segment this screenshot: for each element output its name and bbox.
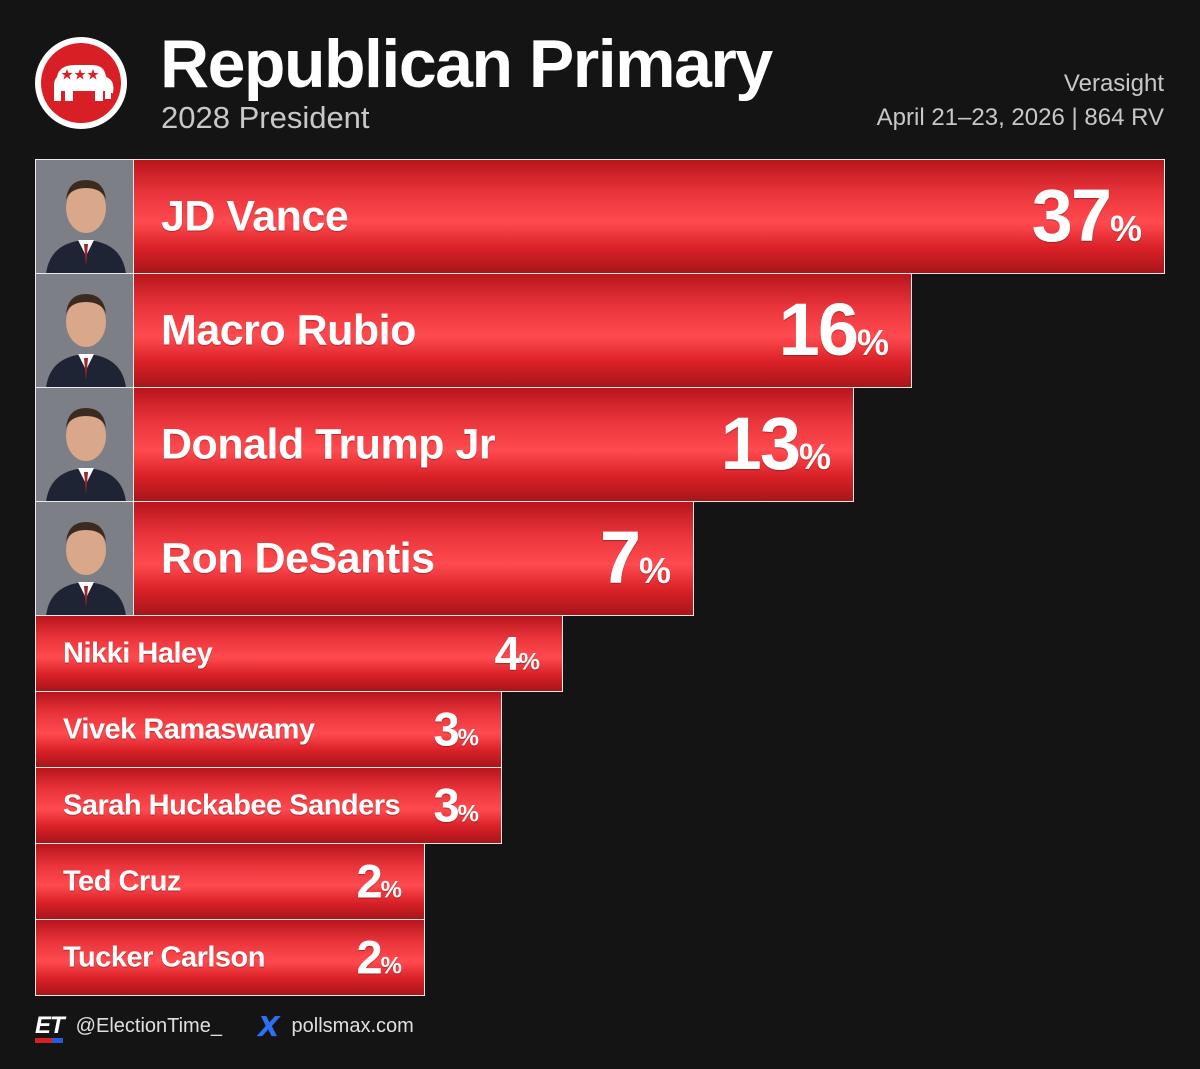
page-title: Republican Primary bbox=[160, 26, 773, 102]
candidate-photo bbox=[36, 160, 134, 273]
person-icon bbox=[36, 502, 133, 615]
percent-sign: % bbox=[1109, 207, 1142, 249]
bar-fill: JD Vance 37% bbox=[134, 160, 1164, 273]
bar-label: Nikki Haley bbox=[63, 637, 213, 669]
bar-ted-cruz: Ted Cruz 2% bbox=[35, 843, 425, 920]
person-icon bbox=[36, 388, 133, 501]
bar-fill: Vivek Ramaswamy 3% bbox=[36, 692, 501, 767]
bar-label: JD Vance bbox=[161, 192, 349, 240]
bar-fill: Donald Trump Jr 13% bbox=[134, 388, 853, 501]
percent-sign: % bbox=[638, 549, 671, 591]
bar-label: Macro Rubio bbox=[161, 306, 416, 354]
poll-dates: April 21–23, 2026 | 864 RV bbox=[876, 104, 1164, 131]
bar-ron-desantis: Ron DeSantis 7% bbox=[35, 501, 694, 616]
et-logo-icon: ET bbox=[35, 1012, 65, 1043]
bar-value: 3% bbox=[433, 701, 479, 755]
bar-sarah-huckabee-sanders: Sarah Huckabee Sanders 3% bbox=[35, 767, 502, 844]
handle-text: @ElectionTime_ bbox=[75, 1014, 222, 1037]
percent-sign: % bbox=[518, 647, 540, 675]
bar-value: 2% bbox=[356, 929, 402, 983]
bar-donald-trump-jr: Donald Trump Jr 13% bbox=[35, 387, 854, 502]
percent-sign: % bbox=[457, 723, 479, 751]
bar-vivek-ramaswamy: Vivek Ramaswamy 3% bbox=[35, 691, 502, 768]
bar-value: 7% bbox=[599, 515, 671, 599]
elephant-icon bbox=[54, 65, 114, 101]
percent-sign: % bbox=[457, 799, 479, 827]
footer: ET @ElectionTime_ X pollsmax.com bbox=[35, 1010, 450, 1043]
percent-sign: % bbox=[380, 875, 402, 903]
bar-value: 2% bbox=[356, 853, 402, 907]
bar-value: 37% bbox=[1031, 173, 1142, 257]
poll-source: Verasight bbox=[1063, 70, 1164, 97]
bar-value: 3% bbox=[433, 777, 479, 831]
bar-fill: Sarah Huckabee Sanders 3% bbox=[36, 768, 501, 843]
bar-label: Ted Cruz bbox=[63, 865, 181, 897]
candidate-photo bbox=[36, 388, 134, 501]
person-icon bbox=[36, 274, 133, 387]
bar-value: 4% bbox=[494, 625, 540, 679]
bar-label: Donald Trump Jr bbox=[161, 420, 496, 468]
bar-jd-vance: JD Vance 37% bbox=[35, 159, 1165, 274]
bar-fill: Nikki Haley 4% bbox=[36, 616, 562, 691]
bar-tucker-carlson: Tucker Carlson 2% bbox=[35, 919, 425, 996]
page-subtitle: 2028 President bbox=[161, 100, 370, 135]
bar-macro-rubio: Macro Rubio 16% bbox=[35, 273, 912, 388]
x-logo-icon: X bbox=[257, 1009, 280, 1043]
candidate-photo bbox=[36, 274, 134, 387]
bar-fill: Tucker Carlson 2% bbox=[36, 920, 424, 995]
bar-label: Vivek Ramaswamy bbox=[63, 713, 315, 745]
bar-value: 16% bbox=[778, 287, 889, 371]
person-icon bbox=[36, 160, 133, 273]
bar-value: 13% bbox=[720, 401, 831, 485]
bar-label: Sarah Huckabee Sanders bbox=[63, 789, 401, 821]
bar-nikki-haley: Nikki Haley 4% bbox=[35, 615, 563, 692]
bar-fill: Ted Cruz 2% bbox=[36, 844, 424, 919]
candidate-photo bbox=[36, 502, 134, 615]
percent-sign: % bbox=[380, 951, 402, 979]
footer-handle[interactable]: ET @ElectionTime_ bbox=[35, 1012, 222, 1043]
percent-sign: % bbox=[798, 435, 831, 477]
bar-fill: Macro Rubio 16% bbox=[134, 274, 911, 387]
gop-elephant-logo bbox=[35, 37, 127, 129]
footer-site[interactable]: X pollsmax.com bbox=[258, 1010, 414, 1043]
bar-label: Ron DeSantis bbox=[161, 534, 435, 582]
percent-sign: % bbox=[856, 321, 889, 363]
bar-label: Tucker Carlson bbox=[63, 941, 265, 973]
bar-fill: Ron DeSantis 7% bbox=[134, 502, 693, 615]
site-text: pollsmax.com bbox=[291, 1014, 414, 1037]
